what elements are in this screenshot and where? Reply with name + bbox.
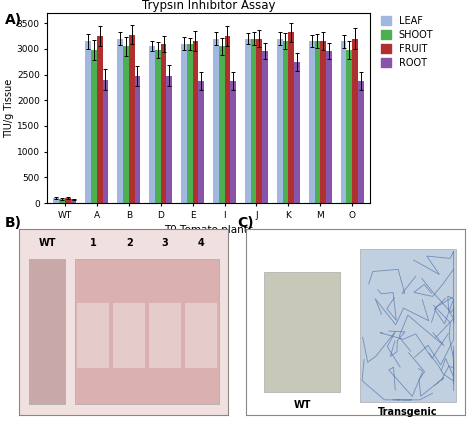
- Text: 3: 3: [162, 238, 169, 248]
- Bar: [155, 50, 161, 203]
- Y-axis label: TIU/g Tissue: TIU/g Tissue: [4, 78, 14, 138]
- Bar: [75, 259, 219, 403]
- Bar: [102, 80, 109, 203]
- Bar: [309, 41, 315, 203]
- Bar: [129, 35, 135, 203]
- Bar: [346, 50, 352, 203]
- Text: B): B): [5, 216, 22, 230]
- Bar: [187, 44, 192, 203]
- Bar: [185, 303, 217, 368]
- Bar: [358, 81, 364, 203]
- Bar: [326, 51, 332, 203]
- Bar: [360, 249, 456, 402]
- Bar: [225, 36, 230, 203]
- Text: WT: WT: [293, 400, 311, 410]
- Bar: [29, 259, 65, 403]
- Bar: [245, 38, 251, 203]
- Bar: [113, 303, 145, 368]
- Bar: [198, 81, 204, 203]
- Bar: [264, 272, 340, 392]
- Bar: [97, 36, 102, 203]
- Bar: [219, 46, 225, 203]
- Bar: [341, 41, 346, 203]
- Text: 2: 2: [126, 238, 133, 248]
- Bar: [320, 41, 326, 203]
- Bar: [277, 38, 283, 203]
- Bar: [251, 38, 256, 203]
- Bar: [352, 38, 358, 203]
- Bar: [85, 41, 91, 203]
- Text: 4: 4: [198, 238, 205, 248]
- Bar: [262, 51, 268, 203]
- Bar: [71, 200, 76, 203]
- Text: A): A): [5, 13, 22, 27]
- Bar: [213, 38, 219, 203]
- Text: 1: 1: [90, 238, 97, 248]
- Bar: [181, 44, 187, 203]
- Text: WT: WT: [38, 238, 56, 248]
- Bar: [149, 303, 181, 368]
- Bar: [256, 38, 262, 203]
- Bar: [123, 46, 129, 203]
- Bar: [135, 76, 140, 203]
- Text: Transgenic: Transgenic: [378, 407, 438, 417]
- Bar: [288, 32, 294, 203]
- Legend: LEAF, SHOOT, FRUIT, ROOT: LEAF, SHOOT, FRUIT, ROOT: [381, 16, 433, 67]
- Bar: [294, 62, 300, 203]
- Bar: [54, 198, 59, 203]
- Title: Trypsin Inhibitor Assay: Trypsin Inhibitor Assay: [142, 0, 275, 12]
- Bar: [77, 303, 109, 368]
- Bar: [117, 38, 123, 203]
- Bar: [161, 44, 166, 203]
- Bar: [166, 76, 172, 203]
- Bar: [315, 41, 320, 203]
- Text: C): C): [237, 216, 254, 230]
- Bar: [149, 46, 155, 203]
- Bar: [230, 81, 236, 203]
- Bar: [91, 50, 97, 203]
- Bar: [192, 41, 198, 203]
- X-axis label: T0 Tomato plants: T0 Tomato plants: [164, 225, 253, 235]
- Bar: [283, 41, 288, 203]
- Bar: [59, 199, 65, 203]
- Bar: [65, 198, 71, 203]
